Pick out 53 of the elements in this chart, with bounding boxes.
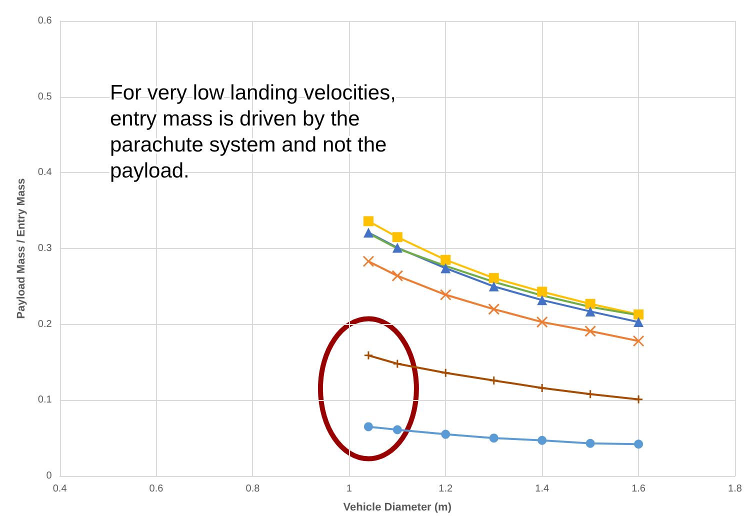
point [488,273,499,284]
point [489,376,499,386]
x-tick-label: 0.8 [246,484,260,494]
point [585,306,596,316]
y-tick-label: 0.1 [38,394,52,406]
point [392,359,402,369]
y-tick-label: 0 [46,470,52,482]
point [632,335,644,347]
point [363,228,374,238]
point [362,256,374,268]
y-tick-label: 0.3 [38,243,52,254]
point [440,289,452,301]
point [634,317,644,328]
point [440,263,451,274]
point [538,436,547,445]
point [364,350,374,360]
point [392,242,402,253]
point [441,430,450,439]
x-tick-label: 1.2 [438,484,454,494]
point [586,389,596,399]
point [392,425,402,434]
x-tick-label: 1.8 [728,484,742,494]
point [585,298,596,309]
point [440,368,450,378]
point [440,254,451,265]
point [634,440,644,449]
point [392,232,402,242]
x-tick-label: 1.6 [632,484,646,494]
point [537,383,547,393]
point [536,316,548,328]
y-tick-label: 0.2 [38,318,52,330]
point [364,422,373,432]
point [634,309,644,320]
x-tick-label: 1 [346,484,352,494]
x-tick-label: 0.4 [52,484,68,494]
point [537,286,548,297]
point [586,438,595,448]
y-tick-label: 0.4 [38,167,52,178]
y-axis-title: Payload Mass / Entry Mass [16,178,28,319]
point [488,303,500,315]
point [392,270,404,282]
point [488,281,499,292]
x-tick-label: 0.6 [149,484,164,494]
point [489,434,498,443]
y-tick-label: 0.6 [38,16,52,26]
point [363,216,374,226]
y-tick-label: 0.5 [38,91,52,102]
x-axis-title: Vehicle Diameter (m) [343,502,452,514]
annotation: For very low landing velocities, entry mass is driven by the parachute system and not the payload. [110,82,402,182]
point [584,325,596,337]
x-tick-label: 1.4 [535,484,550,494]
point [537,295,548,306]
point [634,394,644,404]
